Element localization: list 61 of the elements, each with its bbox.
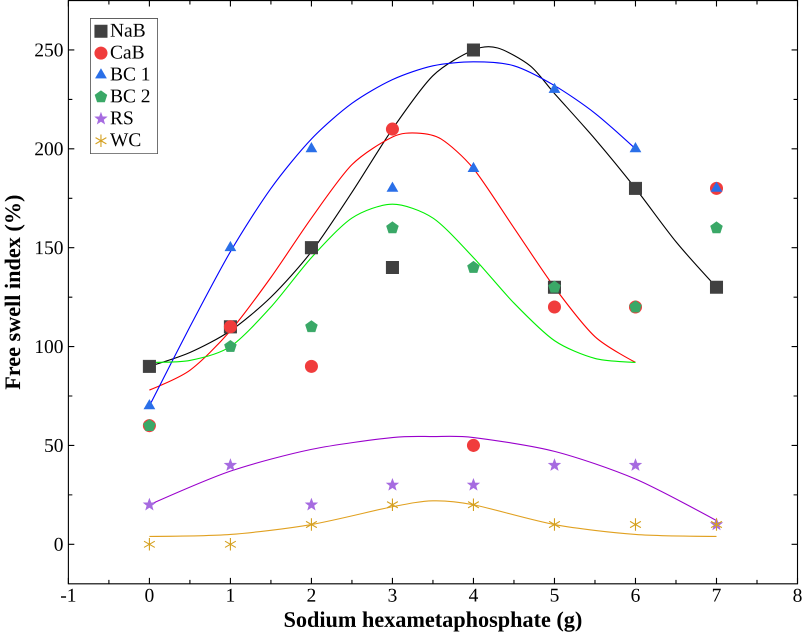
y-axis-title: Free swell index (%) bbox=[4, 195, 25, 390]
point bbox=[468, 162, 480, 172]
point bbox=[304, 360, 318, 373]
point bbox=[224, 241, 236, 251]
legend-label: NaB bbox=[110, 24, 145, 37]
legend-label: BC 1 bbox=[110, 67, 150, 80]
x-tick-label: 5 bbox=[550, 588, 559, 602]
point bbox=[628, 182, 642, 195]
point bbox=[710, 182, 722, 192]
point bbox=[548, 518, 560, 532]
legend-label: CaB bbox=[110, 45, 144, 59]
x-tick-label: 4 bbox=[468, 588, 478, 602]
y-tick-label: 100 bbox=[36, 340, 63, 353]
y-tick-label: 150 bbox=[36, 240, 63, 254]
point bbox=[143, 498, 156, 510]
y-tick-label: 250 bbox=[35, 43, 63, 56]
x-tick-label: 7 bbox=[712, 588, 721, 602]
y-tick-label: 200 bbox=[35, 142, 63, 156]
point bbox=[386, 498, 398, 512]
y-tick-label: 0 bbox=[54, 538, 63, 551]
point bbox=[467, 260, 480, 273]
point bbox=[386, 182, 398, 192]
point bbox=[142, 360, 156, 373]
point bbox=[386, 122, 399, 136]
x-tick-label: 3 bbox=[388, 588, 397, 602]
x-tick-label: 6 bbox=[631, 588, 640, 602]
legend-label: RS bbox=[110, 111, 133, 124]
point bbox=[630, 142, 642, 152]
point bbox=[143, 537, 156, 551]
point bbox=[306, 142, 318, 152]
x-tick-label: -1 bbox=[61, 588, 76, 602]
point bbox=[224, 537, 236, 551]
y-tick-label: 50 bbox=[45, 438, 63, 452]
point bbox=[629, 458, 642, 470]
x-tick-label: 0 bbox=[145, 588, 154, 602]
point bbox=[144, 399, 156, 410]
point bbox=[304, 241, 318, 254]
point bbox=[467, 498, 480, 512]
point bbox=[548, 82, 560, 93]
legend-label: WC bbox=[110, 133, 140, 146]
x-tick-label: 8 bbox=[793, 588, 802, 602]
point bbox=[305, 518, 318, 532]
point bbox=[305, 320, 318, 332]
point bbox=[224, 458, 237, 470]
point bbox=[386, 478, 399, 490]
point bbox=[466, 438, 480, 452]
point bbox=[467, 478, 480, 490]
point bbox=[548, 300, 561, 314]
point bbox=[710, 221, 723, 234]
x-axis-title: Sodium hexametaphosphate (g) bbox=[284, 611, 582, 632]
x-tick-label: 2 bbox=[307, 588, 316, 602]
point bbox=[386, 221, 399, 234]
point bbox=[710, 280, 724, 294]
legend-label: BC 2 bbox=[110, 89, 150, 102]
point bbox=[386, 260, 399, 274]
point bbox=[224, 340, 237, 352]
x-tick-label: 1 bbox=[227, 588, 234, 602]
point bbox=[630, 518, 642, 532]
point bbox=[466, 43, 480, 56]
point bbox=[305, 498, 318, 510]
point bbox=[548, 458, 561, 470]
